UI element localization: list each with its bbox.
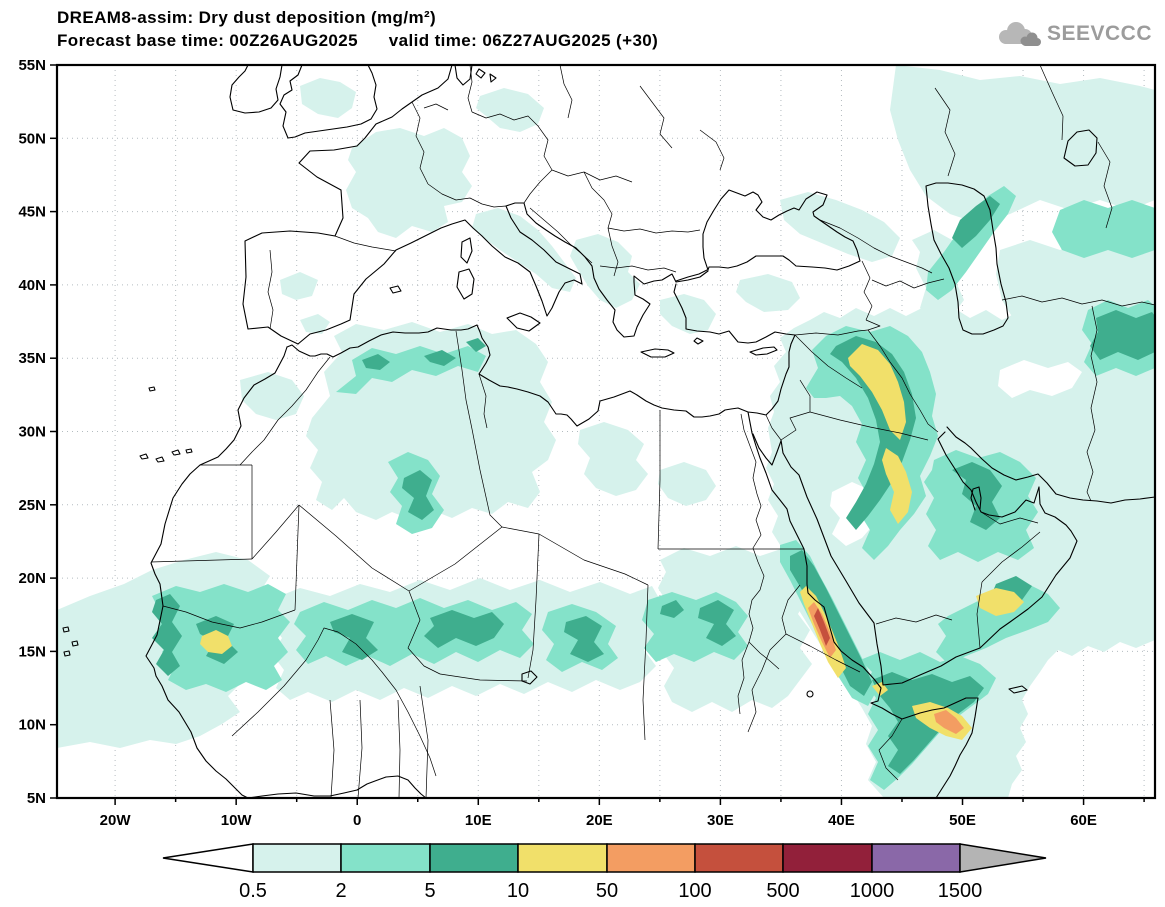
colorbar-segment — [694, 843, 784, 873]
blue-nile-river — [748, 641, 780, 670]
lat-tick-label: 20N — [18, 570, 46, 587]
lat-tick-label: 35N — [18, 350, 46, 367]
lat-tick-label: 45N — [18, 204, 46, 221]
lon-tick-label: 40E — [828, 812, 855, 829]
colorbar-segment — [252, 843, 342, 873]
rivers-layer — [231, 413, 780, 777]
white-nile-river — [737, 641, 750, 715]
lat-tick-label: 5N — [27, 790, 46, 807]
colorbar-segment — [429, 843, 519, 873]
colorbar-above-max-arrow — [959, 843, 1047, 873]
lat-tick-label: 25N — [18, 497, 46, 514]
colorbar-label: 2 — [335, 880, 346, 902]
colorbar-label: 1500 — [938, 880, 983, 902]
lon-tick-label: 10W — [221, 812, 253, 829]
lon-tick-label: 10E — [465, 812, 492, 829]
lat-tick-label: 15N — [18, 643, 46, 660]
lon-tick-label: 20E — [586, 812, 613, 829]
colorbar-label: 1000 — [850, 880, 895, 902]
colorbar-label: 50 — [596, 880, 618, 902]
country-borders-layer — [150, 64, 1156, 799]
colorbar-label: 10 — [507, 880, 529, 902]
lon-tick-label: 20W — [100, 812, 132, 829]
colorbar-segment — [606, 843, 696, 873]
colorbar-segment — [871, 843, 961, 873]
colorbar-label: 5 — [424, 880, 435, 902]
page-title: DREAM8-assim: Dry dust deposition (mg/m²… — [57, 8, 437, 27]
coastlines-layer — [62, 64, 1156, 799]
lon-tick-label: 60E — [1070, 812, 1097, 829]
seevccc-logo: SEEVCCC — [992, 18, 1152, 50]
colorbar-segment — [517, 843, 608, 873]
page-subtitle: Forecast base time: 00Z26AUG2025 valid t… — [57, 31, 659, 50]
lat-tick-label: 30N — [18, 424, 46, 441]
logo-text: SEEVCCC — [1046, 22, 1152, 45]
dust-level-100-500 — [814, 608, 830, 646]
colorbar-label: 100 — [678, 880, 711, 902]
axis-ticks — [50, 64, 1145, 805]
colorbar-label: 0.5 — [239, 880, 267, 902]
colorbar-labels: 0.5 2 5 10 50 100 500 1000 1500 — [239, 880, 982, 902]
colorbar-label: 500 — [766, 880, 799, 902]
lon-tick-label: 0 — [353, 812, 361, 829]
lat-tick-label: 40N — [18, 277, 46, 294]
colorbar-segment — [782, 843, 873, 873]
colorbar-below-min-arrow — [162, 843, 254, 873]
axis-labels: 55N 50N 45N 40N 35N 30N 25N 20N 15N 10N 5N 20W 10W 0 1… — [18, 57, 1096, 829]
colorbar: 0.5 2 5 10 50 100 500 1000 1500 — [162, 843, 1047, 902]
lat-tick-label: 55N — [18, 57, 46, 74]
cloud-icon — [998, 22, 1041, 46]
lat-tick-label: 50N — [18, 130, 46, 147]
nile-river — [740, 413, 765, 643]
colorbar-segment — [340, 843, 431, 873]
lat-tick-label: 10N — [18, 717, 46, 734]
niger-river — [231, 627, 437, 777]
dust-deposition-shading — [57, 65, 1155, 798]
lon-tick-label: 30E — [707, 812, 734, 829]
lon-tick-label: 50E — [949, 812, 976, 829]
